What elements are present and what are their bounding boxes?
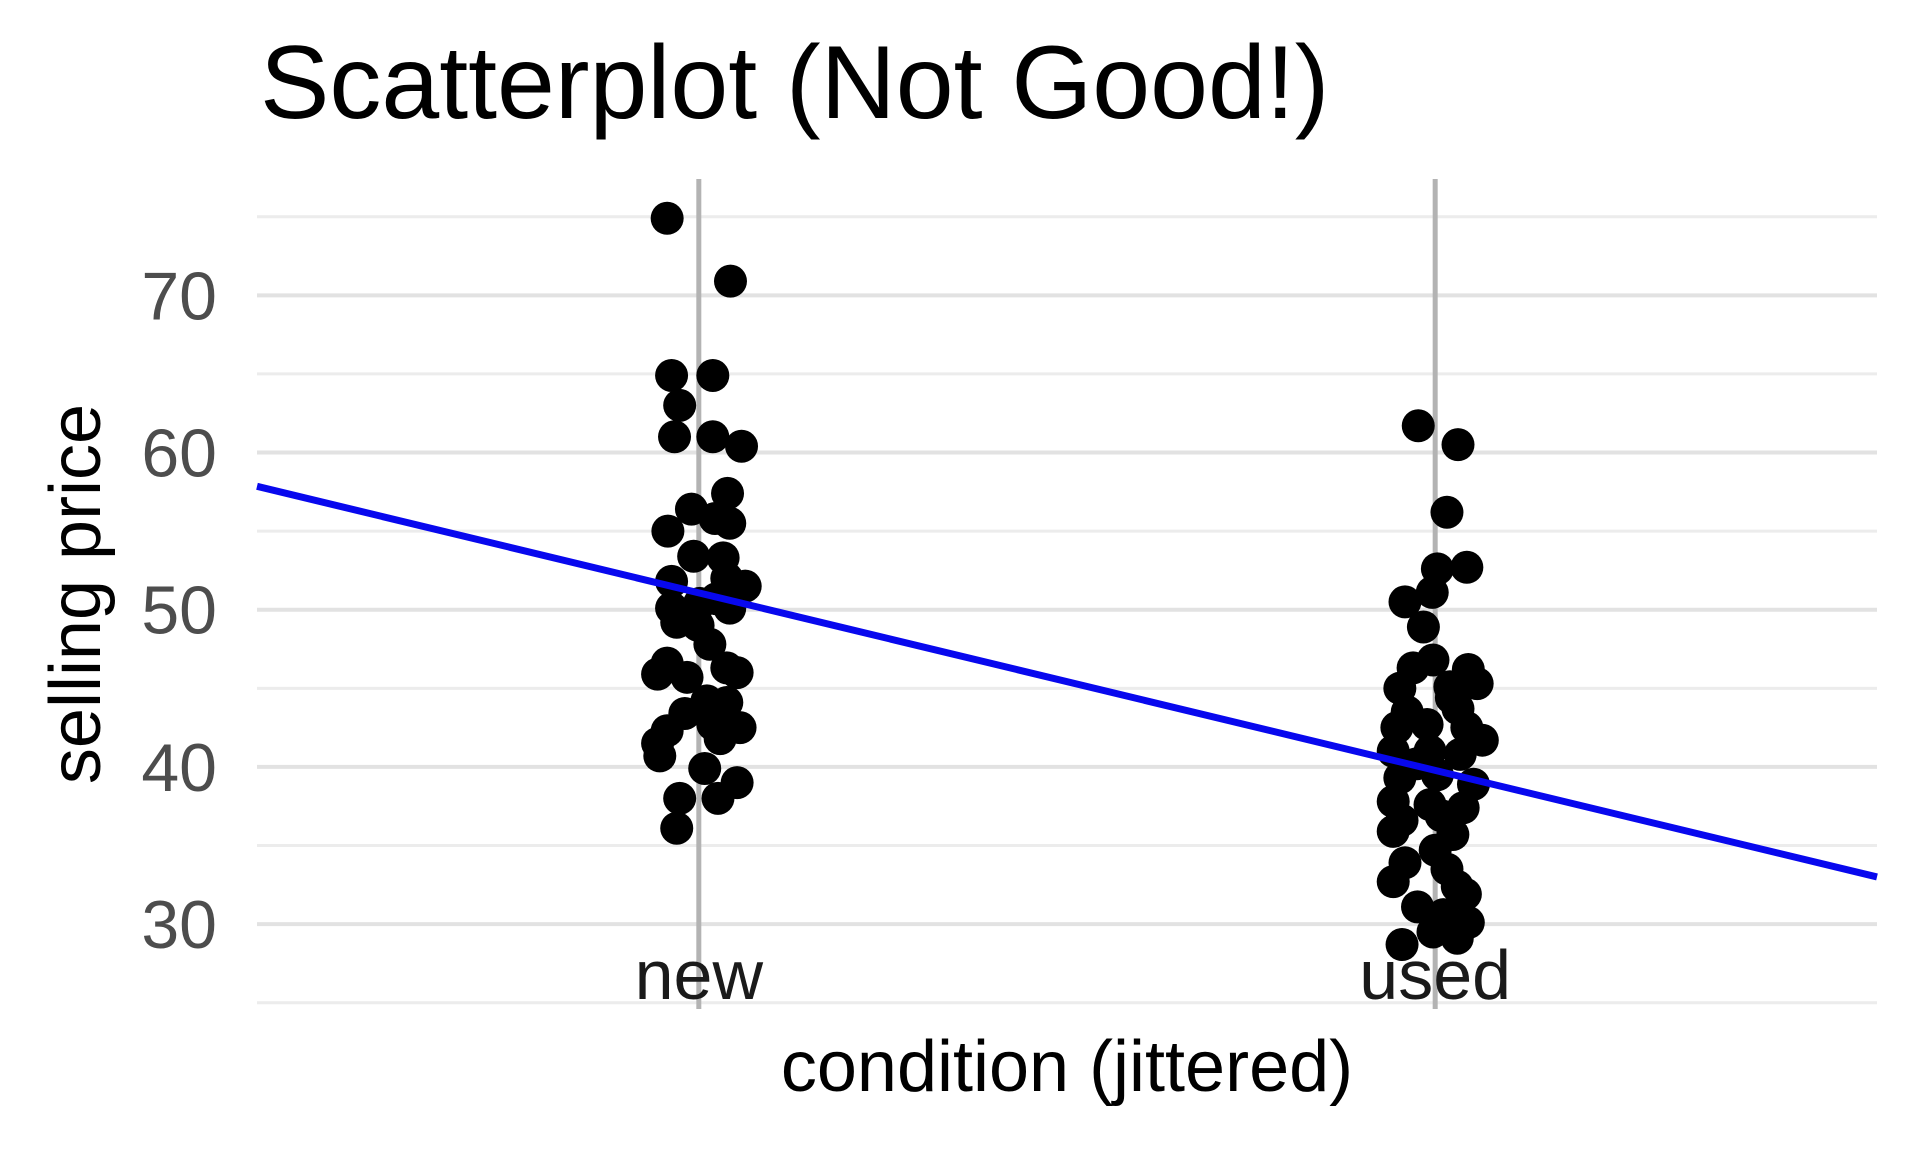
x-tick-label-new: new <box>635 936 764 1014</box>
regression-line-layer <box>256 482 1878 881</box>
data-point-used <box>1430 495 1464 529</box>
category-gridlines <box>696 179 1438 1009</box>
x-tick-label-used: used <box>1359 936 1511 1014</box>
data-point-new <box>651 514 685 548</box>
data-point-new <box>696 420 730 454</box>
data-point-used <box>1443 737 1477 771</box>
data-point-used <box>1460 667 1494 701</box>
data-point-used <box>1406 610 1440 644</box>
data-point-new <box>701 781 735 815</box>
data-point-new <box>703 722 737 756</box>
y-tick-label-40: 40 <box>141 730 217 806</box>
data-point-used <box>1434 681 1468 715</box>
data-point-new <box>711 476 745 510</box>
minor-gridlines <box>257 215 1877 1005</box>
data-point-new <box>725 429 759 463</box>
y-tick-label-50: 50 <box>141 573 217 649</box>
y-axis-tick-labels: 30 40 50 60 70 <box>141 258 217 963</box>
data-point-used <box>1410 707 1444 741</box>
chart-title: Scatterplot (Not Good!) <box>260 25 1329 141</box>
data-point-used <box>1376 865 1410 899</box>
data-point-new <box>660 811 694 845</box>
y-tick-label-60: 60 <box>141 416 217 492</box>
data-point-new <box>696 358 730 392</box>
data-point-used <box>1450 550 1484 584</box>
data-point-new <box>655 358 689 392</box>
data-points-used <box>1376 409 1499 962</box>
y-tick-label-70: 70 <box>141 258 217 334</box>
x-axis-title: condition (jittered) <box>781 1027 1353 1107</box>
data-point-used <box>1441 428 1475 462</box>
y-tick-label-30: 30 <box>141 887 217 963</box>
data-point-used <box>1385 928 1419 962</box>
data-point-new <box>643 739 677 773</box>
data-point-new <box>663 781 697 815</box>
y-axis-title: selling price <box>36 404 116 784</box>
data-point-used <box>1401 890 1435 924</box>
data-point-new <box>713 264 747 298</box>
data-point-new <box>677 539 711 573</box>
data-point-used <box>1448 877 1482 911</box>
regression-line <box>256 482 1878 881</box>
data-point-used <box>1376 814 1410 848</box>
data-point-used <box>1388 585 1422 619</box>
data-point-new <box>693 627 727 661</box>
major-gridlines <box>257 293 1877 927</box>
data-point-new <box>658 420 692 454</box>
data-point-used <box>1440 921 1474 955</box>
data-point-used <box>1415 575 1449 609</box>
data-point-used <box>1401 409 1435 443</box>
data-point-new <box>650 201 684 235</box>
data-points-new <box>641 201 762 845</box>
data-point-new <box>688 751 722 785</box>
data-point-new <box>720 656 754 690</box>
data-point-new <box>663 388 697 422</box>
data-point-new <box>713 506 747 540</box>
x-axis-tick-labels: new used <box>635 936 1511 1014</box>
data-point-new <box>670 660 704 694</box>
data-point-new <box>641 657 675 691</box>
